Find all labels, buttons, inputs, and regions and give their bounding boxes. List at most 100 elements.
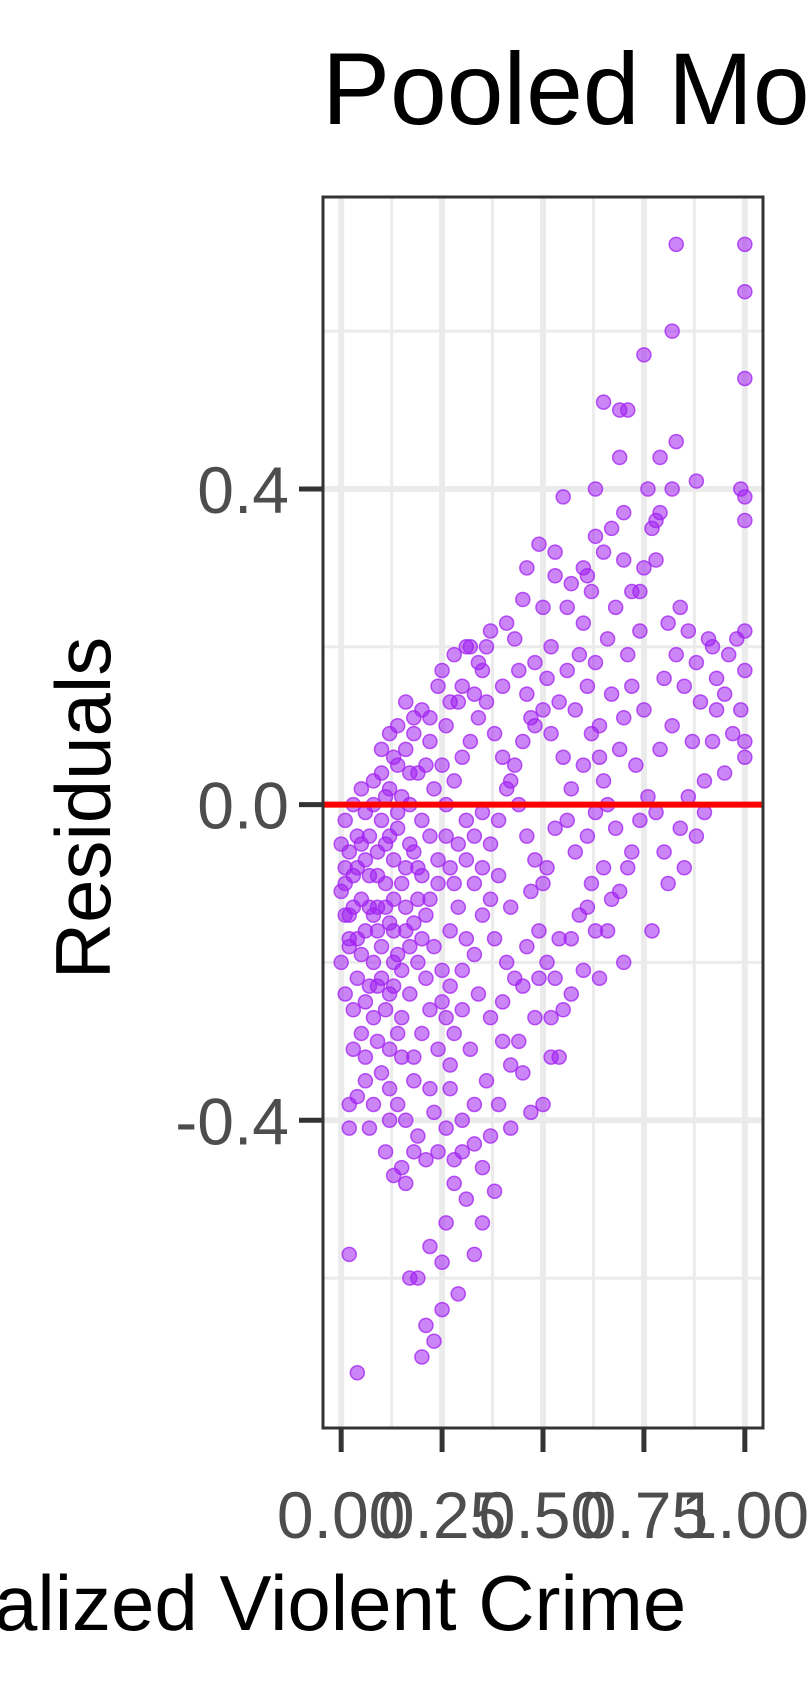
- data-point: [442, 978, 458, 994]
- data-point: [345, 1041, 362, 1057]
- data-point: [644, 923, 660, 939]
- data-point: [611, 741, 628, 758]
- data-point: [595, 394, 612, 410]
- data-point: [737, 236, 753, 253]
- data-point: [700, 631, 717, 647]
- data-point: [365, 1009, 382, 1026]
- panel-border: [321, 195, 765, 1430]
- data-point: [620, 859, 636, 876]
- y-axis: -0.4 0.0 0.4: [175, 453, 322, 1158]
- data-point: [430, 1144, 446, 1160]
- data-point: [349, 859, 366, 876]
- data-point: [519, 686, 535, 702]
- data-point: [502, 1057, 519, 1073]
- data-point: [361, 899, 378, 915]
- data-point: [607, 599, 624, 616]
- data-point: [490, 1096, 507, 1113]
- data-point: [373, 938, 390, 955]
- data-point: [737, 370, 753, 387]
- data-point: [478, 1073, 495, 1089]
- data-point: [349, 1088, 366, 1105]
- data-point: [454, 1112, 471, 1128]
- data-point: [563, 575, 580, 592]
- data-point: [418, 1151, 434, 1168]
- data-point: [737, 283, 753, 300]
- data-point: [664, 717, 680, 734]
- data-point: [414, 931, 430, 947]
- data-point: [539, 954, 555, 971]
- data-point: [373, 812, 390, 829]
- data-point: [438, 1009, 454, 1026]
- data-point: [668, 646, 684, 663]
- data-point: [579, 828, 596, 844]
- data-point: [373, 1065, 390, 1081]
- data-point: [385, 954, 402, 971]
- data-point: [341, 1120, 357, 1136]
- data-point: [418, 757, 434, 773]
- data-point: [737, 512, 753, 529]
- data-point: [531, 536, 547, 552]
- data-point: [539, 670, 555, 687]
- data-point: [587, 923, 604, 939]
- data-point: [357, 994, 374, 1010]
- data-point: [563, 931, 580, 947]
- data-point: [398, 1175, 414, 1192]
- data-point: [660, 615, 676, 631]
- data-point: [442, 1080, 458, 1097]
- data-point: [704, 733, 721, 750]
- data-point: [511, 1033, 527, 1050]
- data-point: [559, 599, 575, 616]
- data-point: [369, 1033, 386, 1050]
- data-point: [450, 899, 466, 915]
- data-point: [442, 694, 458, 710]
- data-point: [494, 994, 511, 1010]
- data-point: [607, 820, 624, 837]
- data-point: [470, 986, 487, 1002]
- data-point: [402, 836, 418, 852]
- data-point: [591, 749, 608, 766]
- data-point: [454, 678, 471, 694]
- chart-title: Pooled Mo: [322, 32, 810, 146]
- x-tick-label: 0.50: [479, 1478, 607, 1552]
- data-point: [381, 1080, 398, 1097]
- data-point: [353, 781, 370, 797]
- data-point: [442, 1057, 458, 1073]
- data-point: [402, 938, 418, 955]
- data-point: [414, 1349, 430, 1365]
- data-point: [365, 773, 382, 789]
- data-point: [535, 875, 551, 892]
- data-point: [486, 1183, 503, 1200]
- data-point: [466, 1136, 483, 1152]
- data-point: [559, 812, 575, 829]
- data-point: [733, 702, 749, 718]
- data-point: [337, 986, 353, 1002]
- data-point: [434, 994, 450, 1010]
- x-tick-label: 0.25: [378, 1478, 506, 1552]
- data-point: [422, 733, 438, 750]
- data-point: [583, 725, 600, 742]
- data-point: [478, 639, 495, 655]
- data-point: [442, 859, 458, 876]
- data-point: [365, 954, 382, 971]
- data-point: [720, 646, 737, 663]
- data-point: [434, 1254, 450, 1271]
- data-point: [575, 757, 592, 773]
- data-point: [502, 1120, 519, 1136]
- data-point: [684, 733, 701, 750]
- data-point: [628, 757, 644, 773]
- x-axis: 0.000.250.500.751.00: [277, 1429, 809, 1552]
- data-point: [414, 812, 430, 829]
- data-points: [333, 236, 753, 1381]
- data-point: [466, 1096, 483, 1113]
- data-point: [406, 915, 422, 931]
- data-point: [527, 717, 543, 734]
- data-point: [543, 725, 559, 742]
- data-point: [369, 923, 386, 939]
- data-point: [418, 907, 434, 923]
- data-point: [595, 859, 612, 876]
- data-point: [636, 347, 652, 363]
- data-point: [490, 867, 507, 884]
- data-point: [349, 1365, 366, 1381]
- data-point: [414, 1025, 430, 1042]
- data-point: [571, 646, 588, 663]
